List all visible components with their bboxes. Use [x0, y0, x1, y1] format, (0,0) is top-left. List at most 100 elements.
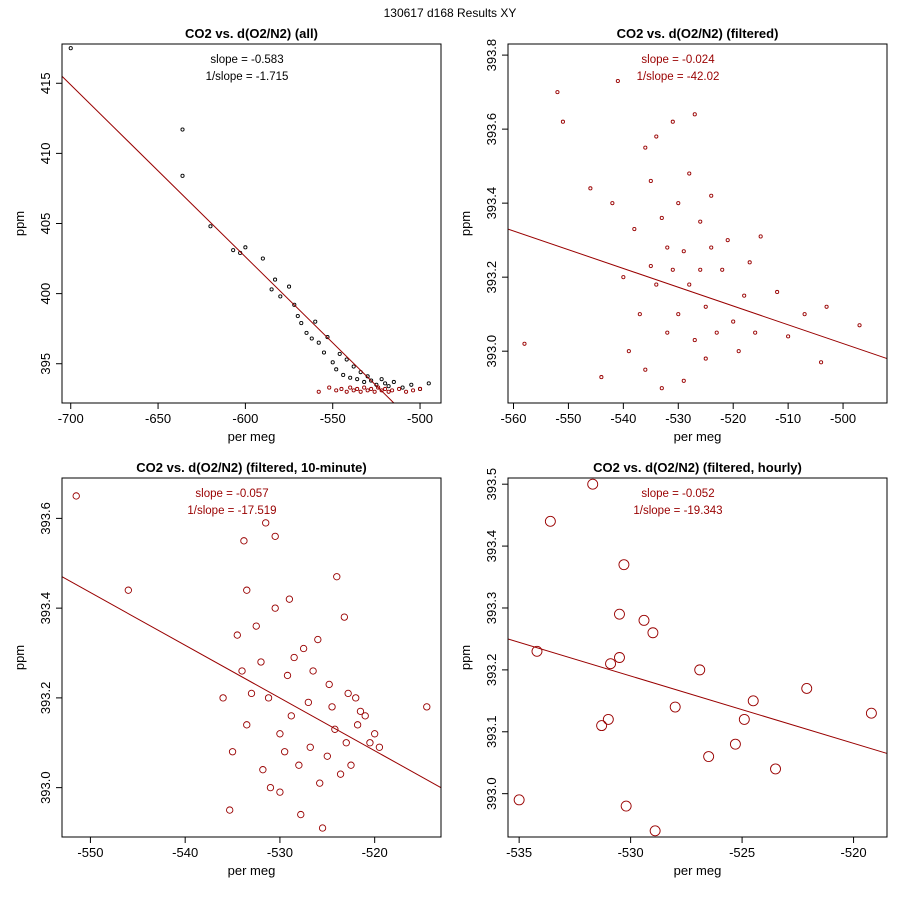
data-point: [714, 330, 719, 335]
data-point: [352, 694, 360, 702]
data-point: [824, 304, 829, 309]
data-point: [643, 367, 648, 372]
slope-annotation: slope = -0.052: [641, 488, 714, 500]
data-point: [68, 46, 73, 51]
data-point: [208, 224, 213, 229]
plot-title: CO2 vs. d(O2/N2) (filtered): [617, 26, 779, 41]
data-point: [240, 537, 248, 545]
data-point: [348, 385, 353, 390]
data-point: [522, 341, 527, 346]
x-tick-label: -560: [500, 411, 526, 426]
data-point: [694, 664, 706, 676]
data-point: [720, 267, 725, 272]
data-point: [729, 738, 741, 750]
data-point: [247, 689, 256, 698]
data-point: [681, 249, 686, 254]
x-tick-label: -600: [232, 411, 258, 426]
data-point: [648, 264, 653, 269]
data-point: [323, 752, 331, 760]
y-tick-label: 393.8: [484, 39, 499, 72]
data-point: [687, 171, 692, 176]
x-tick-label: -500: [830, 411, 856, 426]
data-point: [665, 245, 670, 250]
data-point: [292, 302, 297, 307]
data-point: [356, 707, 365, 715]
data-point: [259, 766, 267, 774]
data-point: [285, 595, 294, 603]
data-point: [355, 386, 360, 392]
data-point: [709, 193, 714, 198]
data-point: [703, 751, 715, 762]
data-point: [698, 219, 703, 224]
data-point: [610, 201, 615, 206]
data-point: [327, 385, 332, 390]
data-point: [801, 682, 813, 694]
data-point: [283, 671, 292, 680]
data-point: [758, 234, 763, 239]
data-point: [426, 381, 431, 386]
slope-annotation: 1/slope = -1.715: [206, 71, 289, 83]
data-point: [770, 763, 781, 775]
data-point: [321, 350, 327, 355]
data-point: [219, 694, 227, 702]
x-axis-label: per meg: [228, 429, 276, 444]
data-point: [238, 667, 246, 675]
data-point: [316, 779, 324, 787]
slope-annotation: 1/slope = -42.02: [637, 71, 720, 83]
data-point: [383, 386, 388, 392]
data-point: [365, 388, 370, 393]
data-point: [226, 806, 234, 814]
data-point: [269, 287, 274, 292]
data-point: [786, 334, 791, 339]
data-point: [725, 238, 730, 243]
x-tick-label: -650: [145, 411, 171, 426]
y-tick-label: 393.2: [484, 654, 499, 687]
x-tick-label: -500: [407, 411, 433, 426]
data-point: [342, 739, 350, 747]
data-point: [375, 743, 384, 751]
data-point: [614, 608, 625, 620]
data-point: [369, 378, 374, 383]
y-tick-label: 400: [38, 283, 53, 305]
y-tick-label: 393.3: [484, 592, 499, 625]
data-point: [351, 388, 356, 393]
y-tick-label: 393.5: [484, 468, 499, 501]
data-point: [328, 703, 336, 711]
data-point: [278, 294, 283, 299]
x-tick-label: -520: [362, 845, 388, 860]
data-point: [596, 720, 608, 732]
data-point: [353, 721, 362, 729]
data-point: [341, 372, 346, 378]
data-point: [266, 783, 275, 792]
data-point: [692, 338, 697, 343]
data-point: [391, 379, 396, 385]
x-tick-label: -535: [506, 845, 532, 860]
data-point: [544, 515, 556, 527]
data-point: [339, 386, 344, 392]
data-point: [344, 689, 352, 698]
data-point: [379, 388, 384, 393]
data-point: [709, 245, 714, 250]
data-point: [687, 282, 692, 287]
data-point: [599, 375, 604, 380]
data-point: [669, 701, 681, 713]
slope-annotation: slope = -0.024: [641, 54, 715, 66]
x-tick-label: -550: [555, 411, 581, 426]
data-point: [325, 335, 330, 340]
data-point: [621, 275, 626, 280]
data-point: [379, 377, 384, 382]
data-point: [618, 559, 630, 571]
data-point: [390, 388, 395, 393]
y-tick-label: 393.0: [484, 335, 499, 368]
data-point: [417, 386, 423, 392]
data-point: [802, 312, 807, 317]
y-tick-label: 415: [38, 72, 53, 94]
y-tick-label: 393.0: [484, 777, 499, 810]
data-point: [287, 712, 295, 720]
data-point: [588, 186, 593, 191]
y-tick-label: 393.1: [484, 716, 499, 749]
data-point: [647, 627, 659, 639]
data-point: [243, 245, 248, 250]
data-point: [304, 330, 309, 335]
